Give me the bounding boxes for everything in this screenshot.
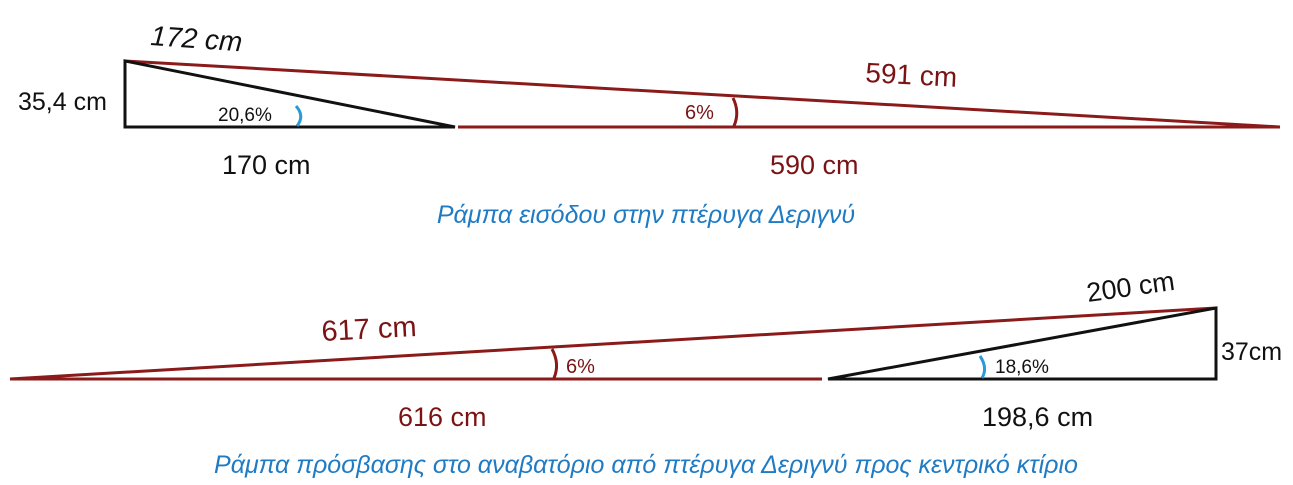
long-ramp-angle-arc [731, 97, 739, 127]
diagram-caption: Ράμπα εισόδου στην πτέρυγα Δεριγνύ [437, 201, 855, 229]
long-ramp-angle-label: 6% [566, 356, 595, 378]
long-ramp-hypotenuse-label: 617 cm [321, 311, 418, 348]
short-ramp-height-label: 35,4 cm [18, 88, 107, 116]
long-ramp-hypotenuse-line [124, 59, 1281, 129]
short-ramp-base-label: 170 cm [222, 150, 311, 180]
long-ramp-hypotenuse-label: 591 cm [865, 57, 958, 93]
ramp-diagram-entrance: 172 cm 35,4 cm 20,6% 170 cm 591 cm 6% 59… [18, 20, 1281, 229]
short-ramp-angle-arc [294, 104, 303, 127]
long-ramp-angle-label: 6% [685, 102, 714, 124]
long-ramp-angle-arc [550, 348, 559, 379]
short-ramp-angle-label: 20,6% [218, 105, 272, 126]
ramp-diagram-elevator-access: 617 cm 6% 616 cm 200 cm 37cm 18,6% 198,6… [9, 266, 1282, 479]
short-ramp-hypotenuse-label: 172 cm [150, 20, 244, 57]
long-ramp-base-label: 590 cm [770, 150, 859, 180]
short-ramp-angle-label: 18,6% [995, 357, 1049, 378]
long-ramp-base-label: 616 cm [398, 402, 487, 432]
short-ramp-triangle [123, 59, 456, 129]
long-ramp-hypotenuse-line [9, 306, 1217, 381]
short-ramp-height-label: 37cm [1221, 338, 1282, 366]
short-ramp-base-label: 198,6 cm [982, 402, 1093, 432]
short-ramp-triangle [827, 306, 1218, 381]
short-ramp-angle-arc [978, 355, 987, 379]
diagram-caption: Ράμπα πρόσβασης στο αναβατόριο από πτέρυ… [214, 451, 1078, 479]
short-ramp-hypotenuse-label: 200 cm [1085, 266, 1177, 308]
